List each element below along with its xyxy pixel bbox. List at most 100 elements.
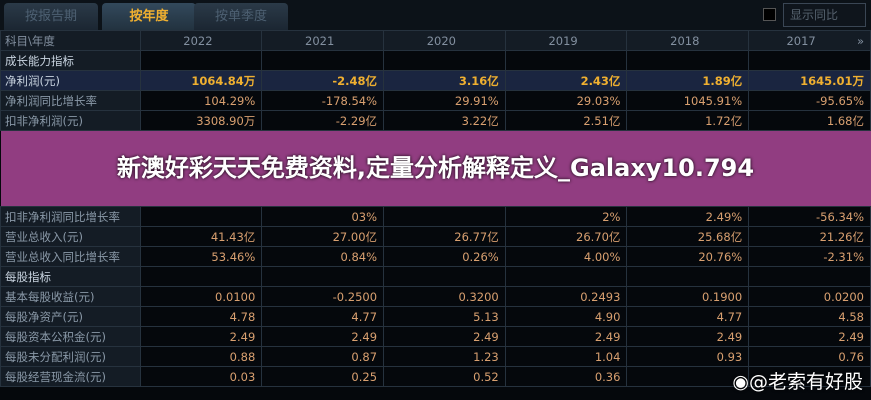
cell-value: 2.49 [626,326,750,347]
cell-value: 4.58 [748,306,871,327]
cell-value: 29.03% [504,90,628,111]
cell-value: 2.43亿 [504,70,628,91]
row-label: 每股资本公积金(元) [0,326,141,347]
cell-value: 20.76% [626,246,750,267]
table-row: 扣非净利润(元) 3308.90万 -2.29亿 3.22亿 2.51亿 1.72亿 1.6… [0,110,871,131]
cell-value: 1.68亿 [748,110,871,131]
cell-value: 41.43亿 [139,226,263,247]
cell-value: 21.26亿 [748,226,871,247]
year-header[interactable]: 2017 » [748,30,871,51]
table-row: 净利润同比增长率 104.29% -178.54% 29.91% 29.03% 1045.… [0,90,871,111]
cell-value: 29.91% [383,90,506,111]
row-label: 扣非净利润同比增长率 [0,206,141,227]
cell-value: -56.34% [748,206,871,227]
cell-value: 0.25 [261,366,385,387]
cell-value [748,266,871,287]
cell-value: -95.65% [748,90,871,111]
tab-bar: 按报告期 按年度 按单季度 显示同比 [0,0,871,30]
year-label: 2021 [305,33,335,48]
cell-value: 1064.84万 [139,70,263,91]
cell-value: -2.29亿 [261,110,385,131]
cell-value: 2.49 [504,326,628,347]
cell-value: 0.76 [748,346,871,367]
cell-value [383,266,506,287]
cell-value: 0.3200 [383,286,506,307]
year-header[interactable]: 2019 [504,30,628,51]
cell-value [139,206,263,227]
row-label: 营业总收入同比增长率 [0,246,141,267]
cell-value: 3.16亿 [383,70,506,91]
cell-value: 0.87 [261,346,385,367]
cell-value: 0.1900 [626,286,750,307]
table-row: 每股资本公积金(元) 2.49 2.49 2.49 2.49 2.49 2.49 [0,326,871,347]
cell-value: -2.48亿 [261,70,385,91]
cell-value [626,50,750,71]
cell-value: -178.54% [261,90,385,111]
cell-value: 2.49 [748,326,871,347]
weibo-icon: ◉ [732,371,749,393]
row-label: 每股指标 [0,266,141,287]
year-label: 2019 [548,33,578,48]
cell-value: 0.2493 [504,286,628,307]
tab-single-quarter[interactable]: 按单季度 [194,3,288,30]
cell-value: 1.89亿 [626,70,750,91]
cell-value [504,50,628,71]
cell-value: 3.22亿 [383,110,506,131]
cell-value: 0.0200 [748,286,871,307]
row-label: 扣非净利润(元) [0,110,141,131]
cell-value: 2.49% [626,206,750,227]
cell-value: 1045.91% [626,90,750,111]
cell-value: 5.13 [383,306,506,327]
cell-value: 4.90 [504,306,628,327]
cell-value [383,50,506,71]
row-label: 营业总收入(元) [0,226,141,247]
cell-value [626,366,750,387]
header-row: 科目\年度 2022 2021 2020 2019 2018 2017 » [0,30,871,51]
table-row: 每股未分配利润(元) 0.88 0.87 1.23 1.04 0.93 0.76 [0,346,871,367]
show-yoy-checkbox[interactable] [763,8,776,21]
year-header[interactable]: 2021 [261,30,385,51]
year-label: 2017 [786,33,816,48]
table-row: 净利润(元) 1064.84万 -2.48亿 3.16亿 2.43亿 1.89亿 1645.… [0,70,871,91]
row-label: 基本每股收益(元) [0,286,141,307]
cell-value [383,206,506,227]
row-label: 净利润(元) [0,70,141,91]
row-label: 每股未分配利润(元) [0,346,141,367]
cell-value: 3308.90万 [139,110,263,131]
row-label: 每股净资产(元) [0,306,141,327]
show-yoy-button[interactable]: 显示同比 [783,3,866,27]
year-header[interactable]: 2018 [626,30,750,51]
table-row: 成长能力指标 [0,50,871,71]
watermark: ◉@老索有好股 [732,370,863,394]
overlay-banner: 新澳好彩天天免费资料,定量分析解释定义_Galaxy10.794 [0,130,871,207]
cell-value: 4.00% [504,246,628,267]
more-columns-icon[interactable]: » [856,33,864,48]
financial-table: 科目\年度 2022 2021 2020 2019 2018 2017 » 成长能力指标 净利润(… [0,30,871,387]
cell-value [748,366,871,387]
cell-value: 2.49 [261,326,385,347]
cell-value: 0.36 [504,366,628,387]
table-row: 扣非净利润同比增长率 03% 2% 2.49% -56.34% [0,206,871,227]
row-label: 净利润同比增长率 [0,90,141,111]
cell-value: 2.49 [139,326,263,347]
header-label: 科目\年度 [0,30,141,51]
tab-annual[interactable]: 按年度 [102,3,196,30]
cell-value: 2.49 [383,326,506,347]
overlay-title: 新澳好彩天天免费资料,定量分析解释定义_Galaxy10.794 [0,130,871,207]
cell-value: 0.88 [139,346,263,367]
table-row: 每股指标 [0,266,871,287]
cell-value [748,50,871,71]
year-header[interactable]: 2020 [383,30,506,51]
cell-value [626,266,750,287]
watermark-text: @老索有好股 [748,371,863,393]
cell-value: 0.0100 [139,286,263,307]
cell-value: 2% [504,206,628,227]
cell-value [139,50,263,71]
cell-value: 53.46% [139,246,263,267]
tab-report-period[interactable]: 按报告期 [4,3,98,30]
cell-value: 25.68亿 [626,226,750,247]
cell-value: -0.2500 [261,286,385,307]
year-label: 2018 [670,33,700,48]
cell-value: 0.93 [626,346,750,367]
year-header[interactable]: 2022 [139,30,263,51]
